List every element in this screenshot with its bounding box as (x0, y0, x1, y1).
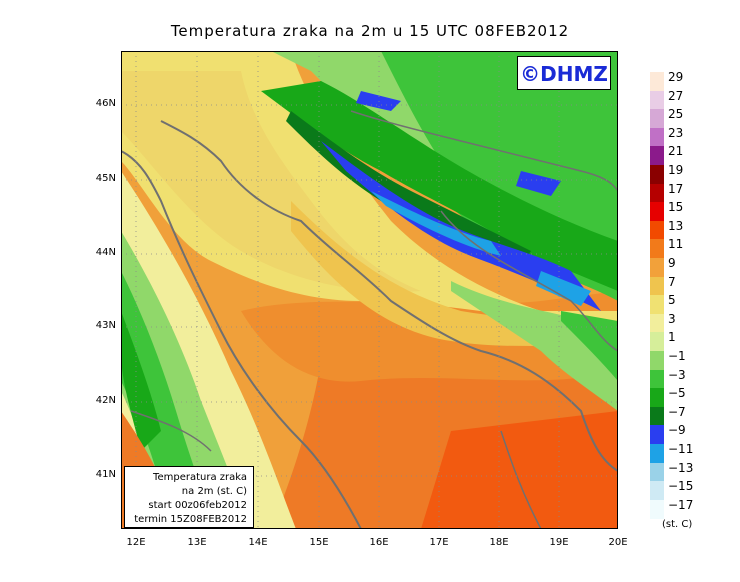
lon-label: 14E (248, 537, 268, 548)
lon-label: 19E (549, 537, 569, 548)
legend-swatch (650, 313, 664, 333)
legend-label: 23 (668, 125, 684, 140)
legend-label: −11 (668, 442, 694, 456)
legend-swatch (650, 127, 664, 147)
legend-swatch (650, 239, 664, 259)
legend-label: 27 (668, 88, 684, 103)
run-info-box: Temperatura zraka na 2m (st. C) start 00… (124, 466, 254, 528)
legend-swatch (650, 258, 664, 278)
legend-swatch (650, 202, 664, 222)
temperature-map (121, 51, 618, 529)
legend-label: 21 (668, 144, 684, 159)
lat-label: 42N (95, 395, 116, 406)
lon-label: 12E (126, 537, 146, 548)
info-line-4: termin 15Z08FEB2012 (134, 514, 247, 525)
lon-label: 17E (429, 537, 449, 548)
legend-swatch (650, 165, 664, 185)
lon-label: 15E (309, 537, 329, 548)
legend-label: −13 (668, 460, 694, 475)
lat-label: 45N (95, 173, 116, 184)
legend-swatch (650, 351, 664, 371)
legend-swatch (650, 295, 664, 315)
legend-label: −17 (668, 497, 694, 512)
info-line-3: start 00z06feb2012 (148, 500, 247, 511)
legend-label: 11 (668, 237, 684, 252)
legend-label: 17 (668, 181, 684, 196)
legend-swatch (650, 425, 664, 445)
lon-label: 13E (187, 537, 207, 548)
lon-label: 20E (608, 537, 628, 548)
legend-swatch (650, 444, 664, 464)
legend-label: −5 (668, 386, 686, 401)
lat-label: 44N (95, 247, 116, 258)
map-title: Temperatura zraka na 2m u 15 UTC 08FEB20… (170, 22, 570, 40)
info-line-1: Temperatura zraka (153, 472, 247, 483)
info-line-2: na 2m (st. C) (181, 486, 247, 497)
legend-label: 1 (668, 330, 676, 345)
legend-swatch (650, 499, 664, 519)
legend-label: 13 (668, 218, 684, 233)
lon-label: 18E (489, 537, 509, 548)
dhmz-logo: ©DHMZ (517, 56, 611, 90)
legend-label: −7 (668, 404, 686, 419)
legend-swatch (650, 276, 664, 296)
legend-swatch (650, 332, 664, 352)
legend-label: 19 (668, 163, 684, 177)
legend-swatch (650, 220, 664, 240)
legend-swatch (650, 481, 664, 501)
legend-units: (st. C) (662, 519, 693, 530)
legend-swatch (650, 388, 664, 408)
legend-label: −15 (668, 479, 694, 494)
legend-label: 7 (668, 274, 676, 289)
lon-label: 16E (369, 537, 389, 548)
lat-label: 43N (95, 320, 116, 331)
lat-label: 46N (95, 98, 116, 109)
legend-swatch (650, 109, 664, 129)
legend-label: 25 (668, 107, 684, 122)
legend-label: −3 (668, 367, 686, 382)
legend-label: 5 (668, 293, 676, 308)
legend-swatch (650, 183, 664, 203)
lat-label: 41N (95, 469, 116, 480)
legend-swatch (650, 90, 664, 110)
legend-swatch (650, 406, 664, 426)
legend-label: −1 (668, 349, 686, 363)
legend-swatch (650, 462, 664, 482)
legend-label: 9 (668, 256, 676, 270)
temperature-field (121, 51, 618, 529)
legend-swatch (650, 369, 664, 389)
legend-label: 29 (668, 70, 684, 84)
legend-label: 15 (668, 200, 684, 215)
legend-label: −9 (668, 423, 686, 438)
legend-swatch (650, 72, 664, 92)
legend-swatch (650, 146, 664, 166)
legend-label: 3 (668, 311, 676, 326)
